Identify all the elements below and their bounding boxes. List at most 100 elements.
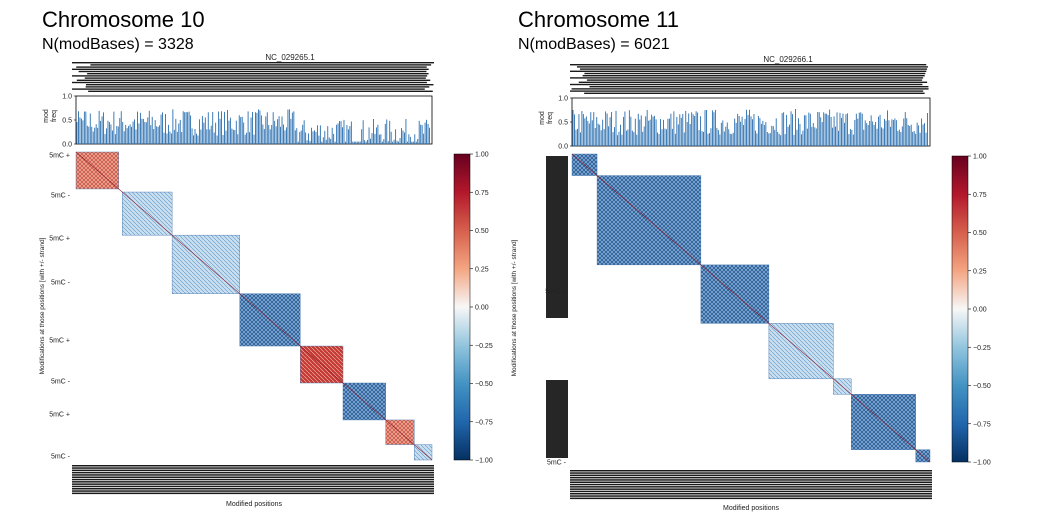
- track-line: [78, 70, 427, 73]
- colorbar-tick-label: −0.75: [973, 421, 991, 428]
- colorbar-tick-label: 0.50: [475, 228, 489, 235]
- track-line: [87, 73, 429, 75]
- modfreq-ylabel: mod: [539, 111, 546, 125]
- heatmap-diagonal: [75, 151, 433, 461]
- colorbar: [951, 155, 969, 463]
- track-line: [72, 467, 434, 469]
- top-annotation-track: [72, 62, 434, 92]
- track-line: [76, 66, 427, 68]
- modfreq-tick-label: 1.0: [558, 96, 568, 103]
- modfreq-tick-label: 0.5: [62, 118, 72, 125]
- track-line: [85, 84, 434, 86]
- track-line: [570, 77, 924, 79]
- row-label: 5mC -: [51, 379, 71, 386]
- track-line: [570, 470, 932, 472]
- track-line: [84, 77, 426, 79]
- row-label: 5mC +: [545, 289, 566, 296]
- panel2-subtitle: N(modBases) = 6021: [518, 36, 670, 53]
- track-line: [570, 70, 927, 72]
- track-line: [72, 88, 425, 90]
- track-line: [72, 483, 434, 485]
- row-label: 5mC -: [51, 280, 71, 287]
- top-annotation-track: [570, 64, 929, 94]
- track-line: [85, 86, 430, 88]
- modfreq-bars: [76, 109, 430, 144]
- colorbar-tick-label: −0.25: [973, 345, 991, 352]
- track-line: [579, 68, 928, 70]
- colorbar-tick-label: 0.00: [973, 307, 987, 314]
- heatmap-ylabel: Modifications at those positions [with +…: [39, 237, 46, 374]
- colorbar-tick-label: 1.00: [973, 154, 987, 161]
- track-line: [570, 481, 932, 483]
- track-line: [76, 79, 431, 81]
- modfreq-tick-label: 0.0: [558, 144, 568, 151]
- colorbar-tick-label: −0.25: [475, 343, 493, 350]
- row-label: 5mC +: [49, 338, 70, 345]
- row-label: 5mC -: [547, 460, 567, 467]
- track-line: [72, 492, 434, 495]
- track-line: [570, 474, 932, 477]
- track-line: [570, 493, 932, 495]
- row-label: 5mC +: [49, 236, 70, 243]
- modfreq-tick-label: 0.5: [558, 120, 568, 127]
- track-line: [88, 90, 433, 92]
- track-line: [570, 486, 932, 488]
- track-line: [570, 495, 932, 497]
- track-line: [570, 483, 932, 486]
- track-line: [72, 488, 434, 490]
- track-line: [570, 497, 932, 500]
- row-label: 5mC -: [51, 193, 71, 200]
- track-line: [571, 88, 929, 90]
- colorbar-tick-label: −1.00: [475, 458, 493, 465]
- track-line: [72, 476, 434, 478]
- track-line: [72, 471, 434, 474]
- modfreq-tick-label: 0.0: [62, 142, 72, 149]
- modfreq-ylabel: mod: [43, 109, 50, 123]
- colorbar-tick-label: 1.00: [475, 152, 489, 159]
- track-line: [589, 86, 929, 88]
- track-line: [578, 81, 928, 83]
- track-line: [570, 479, 932, 481]
- colorbar-tick-label: 0.75: [973, 192, 987, 199]
- track-line: [584, 92, 925, 94]
- track-line: [72, 62, 434, 64]
- track-line: [90, 64, 432, 66]
- colorbar-tick-label: −0.50: [475, 381, 493, 388]
- track-line: [570, 472, 932, 474]
- track-line: [72, 478, 434, 481]
- track-line: [72, 469, 434, 472]
- track-line: [570, 64, 927, 66]
- contig-label: NC_029266.1: [763, 55, 813, 64]
- colorbar: [453, 153, 471, 461]
- heatmap-ylabel: Modifications at those positions [with +…: [511, 239, 518, 376]
- colorbar-tick-label: −1.00: [973, 460, 991, 467]
- track-line: [72, 474, 434, 476]
- track-line: [570, 476, 932, 479]
- heatmap-diagonal: [571, 153, 931, 463]
- track-line: [576, 66, 928, 68]
- row-annotation-bar: [546, 380, 568, 458]
- modfreq-ylabel: freq: [547, 112, 554, 124]
- track-line: [570, 490, 932, 493]
- track-line: [72, 490, 434, 492]
- colorbar-tick-label: 0.25: [475, 266, 489, 273]
- colorbar-tick-label: −0.50: [973, 383, 991, 390]
- bottom-annotation-track: [72, 465, 434, 495]
- track-line: [570, 90, 924, 92]
- heatmap: [75, 151, 433, 461]
- track-line: [72, 68, 429, 70]
- panel2-title: Chromosome 11: [518, 7, 679, 32]
- contig-label: NC_029265.1: [265, 53, 315, 62]
- bottom-annotation-track: [570, 470, 932, 500]
- modfreq-tick-label: 1.0: [62, 94, 72, 101]
- modfreq-ylabel: freq: [51, 110, 58, 122]
- track-line: [72, 485, 434, 488]
- track-line: [72, 465, 434, 467]
- colorbar-tick-label: −0.75: [475, 419, 493, 426]
- panel1-title: Chromosome 10: [42, 7, 205, 32]
- modfreq-bars: [572, 108, 928, 146]
- panel1-subtitle: N(modBases) = 3328: [42, 36, 194, 53]
- row-label: 5mC -: [51, 454, 71, 461]
- row-label: 5mC +: [49, 153, 70, 160]
